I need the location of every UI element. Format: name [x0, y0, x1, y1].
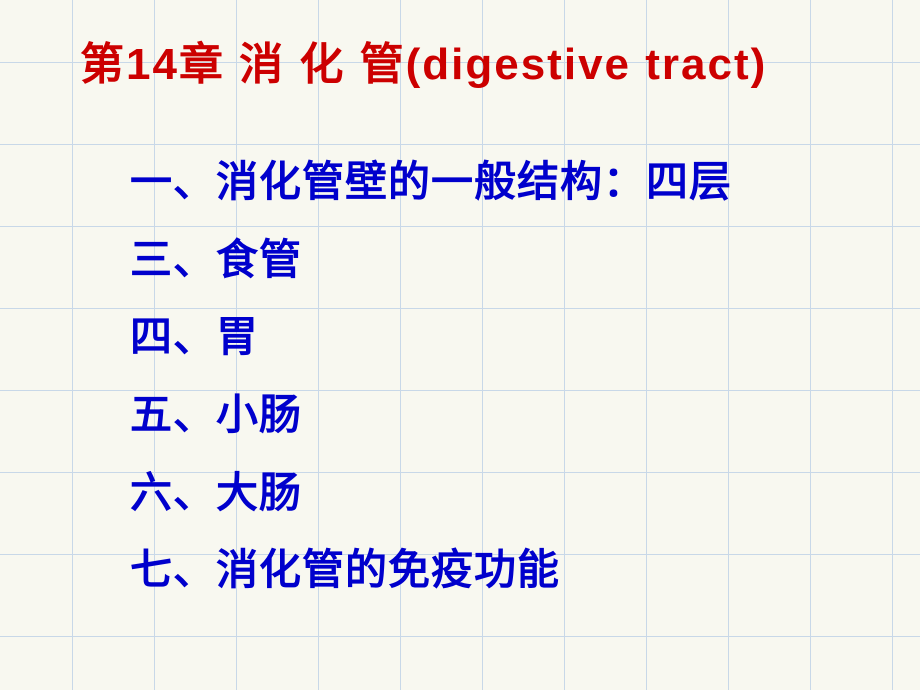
- list-item: 三、食管: [130, 223, 732, 301]
- list-item: 一、消化管壁的一般结构：四层: [130, 145, 732, 223]
- slide-title: 第14章 消 化 管(digestive tract): [80, 28, 767, 92]
- list-item: 四、胃: [130, 300, 732, 378]
- list-item: 六、大肠: [130, 456, 732, 534]
- list-item: 七、消化管的免疫功能: [130, 533, 732, 611]
- list-item: 五、小肠: [130, 378, 732, 456]
- content-list: 一、消化管壁的一般结构：四层 三、食管 四、胃 五、小肠 六、大肠 七、消化管的…: [130, 145, 732, 611]
